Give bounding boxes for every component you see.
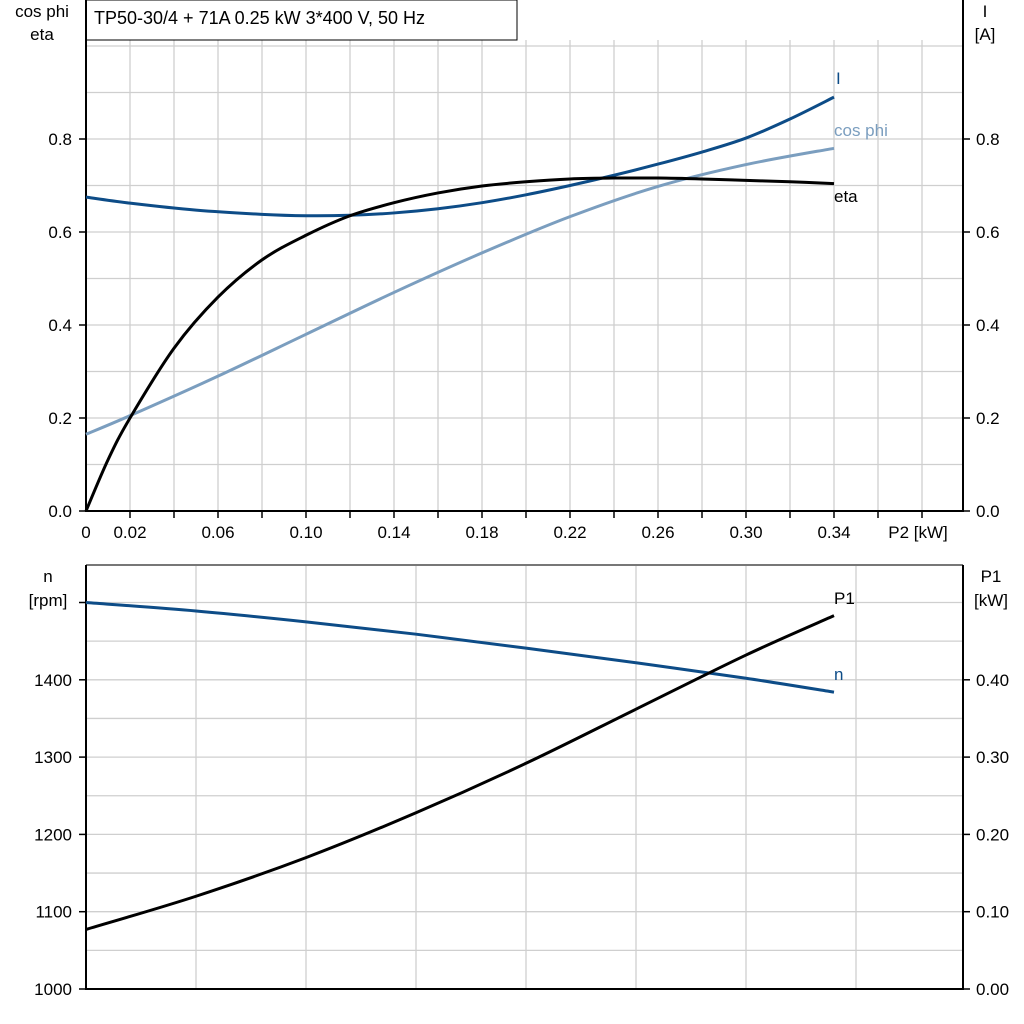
x-tick-label: 0.06 [201,523,234,542]
x-tick-label: 0.26 [641,523,674,542]
x-tick-label: 0.14 [377,523,410,542]
y-tick-label-left: 1400 [34,671,72,690]
series-line-P1 [85,614,835,931]
y-tick-label-right: 0.2 [976,409,1000,428]
series-label-n: n [834,665,843,684]
x-tick-label: 0.10 [289,523,322,542]
bottom-left-axis-title-1: n [43,567,52,586]
x-tick-label: 0.02 [113,523,146,542]
top-right-axis-title-1: I [983,2,988,21]
series-label-I: I [836,69,841,88]
title-box [85,0,518,41]
series-line-eta [84,176,835,512]
x-tick-label: 0 [81,523,90,542]
y-tick-label-right: 0.4 [976,316,1000,335]
top-grid [86,40,963,511]
series-line-cos-phi [85,146,835,436]
bottom-curves: n P1 [85,589,855,931]
y-tick-label-right: 0.8 [976,130,1000,149]
y-tick-label-left: 0.4 [48,316,72,335]
top-right-axis-title-2: [A] [975,25,996,44]
x-tick-label: 0.34 [817,523,850,542]
y-tick-label-left: 1000 [34,980,72,999]
x-tick-label: 0.30 [729,523,762,542]
top-left-axis-title-2: eta [30,25,54,44]
bottom-ticks: 1000 1100 1200 1300 1400 0.00 0.10 0.20 0.30 0.40 [34,601,1009,999]
y-tick-label-right: 0.10 [976,903,1009,922]
y-tick-label-left: 0.8 [48,130,72,149]
y-tick-label-left: 1300 [34,748,72,767]
series-line-I [85,95,835,218]
y-tick-label-right: 0.6 [976,223,1000,242]
y-tick-label-left: 0.6 [48,223,72,242]
top-left-axis-title-1: cos phi [15,2,69,21]
top-x-axis-title: P2 [kW] [888,523,948,542]
bottom-right-axis-title-1: P1 [981,567,1002,586]
bottom-left-axis-title-2: [rpm] [29,591,68,610]
top-ticks: 0 0.02 0.06 0.10 0.14 0.18 0.22 0.26 0.30 0.34 0.0… [48,130,999,542]
y-tick-label-right: 0.00 [976,980,1009,999]
y-tick-label-right: 0.30 [976,748,1009,767]
series-line-n [85,601,835,694]
series-label-cos-phi: cos phi [834,121,888,140]
bottom-grid [86,565,963,989]
bottom-right-axis-title-2: [kW] [974,591,1008,610]
x-tick-label: 0.18 [465,523,498,542]
y-tick-label-left: 1200 [34,825,72,844]
y-tick-label-right: 0.20 [976,825,1009,844]
y-tick-label-right: 0.0 [976,502,1000,521]
y-tick-label-left: 0.0 [48,502,72,521]
series-label-P1: P1 [834,589,855,608]
series-label-eta: eta [834,187,858,206]
chart-title: TP50-30/4 + 71A 0.25 kW 3*400 V, 50 Hz [94,8,425,28]
y-tick-label-left: 0.2 [48,409,72,428]
y-tick-label-right: 0.40 [976,671,1009,690]
x-tick-label: 0.22 [553,523,586,542]
y-tick-label-left: 1100 [35,903,72,922]
